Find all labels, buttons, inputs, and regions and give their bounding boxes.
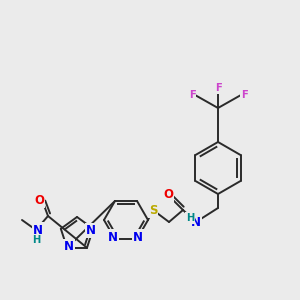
Text: F: F [214,83,221,93]
Text: N: N [133,231,143,244]
Text: N: N [108,231,118,244]
Text: F: F [241,90,248,100]
Text: N: N [191,215,201,229]
Text: O: O [34,194,44,206]
Text: N: N [33,224,43,236]
Text: H: H [186,213,194,223]
Text: N: N [86,224,96,237]
Text: S: S [149,203,157,217]
Text: F: F [189,90,195,100]
Text: O: O [163,188,173,202]
Text: H: H [32,235,40,245]
Text: N: N [64,240,74,253]
